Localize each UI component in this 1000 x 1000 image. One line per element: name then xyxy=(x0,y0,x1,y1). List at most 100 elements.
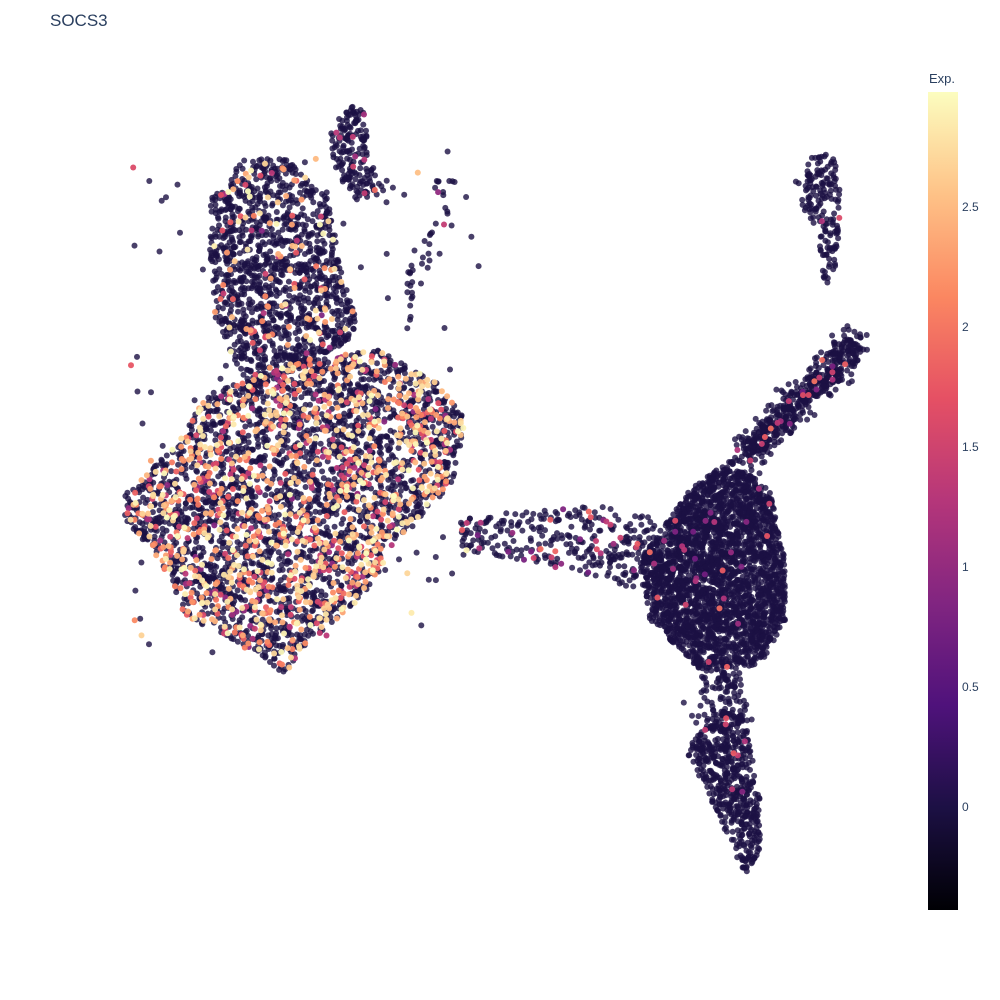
cell-point xyxy=(215,256,222,263)
cell-point xyxy=(306,289,313,296)
cell-point xyxy=(181,595,188,602)
cell-point xyxy=(272,261,279,268)
cell-point xyxy=(347,412,354,419)
cell-point xyxy=(568,523,575,530)
cell-point xyxy=(805,161,812,168)
cell-point xyxy=(813,205,820,212)
cell-point xyxy=(331,476,338,482)
cell-point xyxy=(373,500,380,507)
cell-point xyxy=(404,507,411,513)
cell-point xyxy=(401,370,408,377)
cell-point xyxy=(818,172,825,179)
cell-point xyxy=(249,255,256,262)
cell-point xyxy=(307,547,313,554)
cell-point xyxy=(607,564,613,571)
cell-point xyxy=(305,504,312,511)
cell-point xyxy=(215,473,222,480)
cell-point xyxy=(333,511,340,518)
cell-point xyxy=(259,429,266,436)
cell-point xyxy=(355,127,361,134)
cell-point xyxy=(334,316,341,323)
cell-point xyxy=(266,287,273,294)
cell-point xyxy=(631,534,638,541)
cell-point xyxy=(327,382,334,389)
cell-point xyxy=(238,365,245,372)
cell-point xyxy=(530,510,537,517)
cell-point xyxy=(272,529,279,536)
cell-point xyxy=(235,430,242,437)
cell-point xyxy=(383,177,390,184)
cell-point xyxy=(279,158,286,165)
cell-point xyxy=(363,441,370,448)
cell-point xyxy=(294,336,301,343)
cell-point xyxy=(395,445,402,451)
cell-point xyxy=(236,239,243,246)
cell-point xyxy=(329,327,336,334)
cell-point xyxy=(141,529,148,535)
cell-point xyxy=(418,505,425,512)
cell-point xyxy=(409,523,416,530)
cell-point xyxy=(235,484,242,491)
cell-point xyxy=(312,187,319,194)
cell-point xyxy=(329,137,336,144)
cell-point xyxy=(276,279,283,286)
cell-point xyxy=(233,447,240,454)
cell-point xyxy=(277,314,284,321)
cell-point xyxy=(340,142,347,149)
cell-point xyxy=(249,446,256,453)
cell-point xyxy=(419,260,425,267)
cell-point xyxy=(362,384,369,391)
cell-point xyxy=(826,263,832,270)
cell-point xyxy=(417,440,424,447)
cell-point xyxy=(204,499,211,506)
cell-point xyxy=(299,221,306,228)
cell-point xyxy=(242,260,248,267)
cell-point xyxy=(248,459,255,466)
cell-point xyxy=(493,523,500,530)
cell-point xyxy=(434,388,440,395)
cell-point xyxy=(266,259,273,266)
cell-point xyxy=(186,422,193,429)
cell-point xyxy=(302,401,309,408)
cell-point xyxy=(304,216,311,223)
cell-point xyxy=(499,553,506,560)
cell-point xyxy=(482,528,488,535)
cell-point xyxy=(233,517,240,524)
cell-point xyxy=(322,592,329,599)
cell-point xyxy=(352,112,359,119)
cell-point xyxy=(295,352,302,359)
cell-point xyxy=(361,508,368,515)
cell-point xyxy=(262,353,268,360)
cell-point xyxy=(229,228,236,234)
cell-point xyxy=(832,262,839,269)
cell-point xyxy=(590,554,597,560)
cell-point xyxy=(250,158,256,165)
cell-point xyxy=(274,192,281,199)
cell-point xyxy=(319,530,326,537)
cell-point xyxy=(463,194,470,200)
cell-point xyxy=(260,364,267,371)
cell-point xyxy=(203,453,210,460)
cell-point xyxy=(360,418,367,425)
cell-point xyxy=(328,243,335,249)
cell-point xyxy=(313,280,320,287)
cell-point xyxy=(335,258,342,265)
cell-point xyxy=(273,209,280,215)
cell-point xyxy=(168,468,175,475)
cell-point xyxy=(360,121,367,128)
cell-point xyxy=(338,582,345,589)
cell-point xyxy=(199,484,206,491)
cell-point xyxy=(297,182,304,189)
cell-point xyxy=(512,511,519,518)
cell-point xyxy=(331,310,338,317)
cell-point xyxy=(266,311,273,318)
cell-point xyxy=(247,421,254,428)
cell-point xyxy=(280,286,287,293)
cell-point xyxy=(259,652,266,659)
cell-point xyxy=(210,421,217,428)
cell-point xyxy=(336,148,343,155)
cell-point xyxy=(255,266,262,273)
cell-point xyxy=(344,155,351,162)
cell-point xyxy=(225,511,232,518)
cell-point xyxy=(238,318,245,324)
